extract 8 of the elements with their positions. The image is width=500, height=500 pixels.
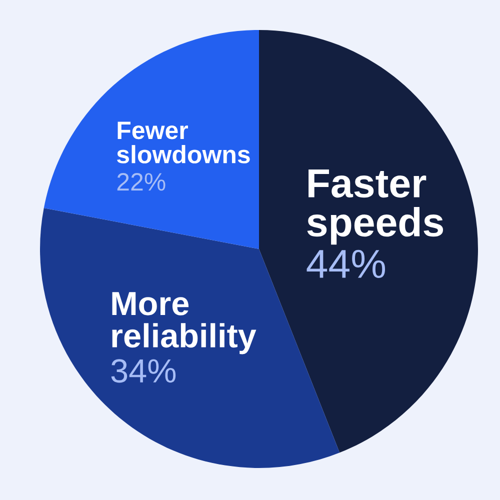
- data-label: 44%: [306, 250, 386, 278]
- data-label: 34%: [111, 359, 176, 383]
- slice-label: Fewer slowdowns: [116, 122, 250, 164]
- slice-label: Faster speeds: [307, 170, 444, 245]
- pie-slice: [259, 30, 478, 453]
- pie-slice: [44, 30, 259, 249]
- slice-label: More reliability: [112, 292, 256, 354]
- data-label: 22%: [117, 173, 166, 191]
